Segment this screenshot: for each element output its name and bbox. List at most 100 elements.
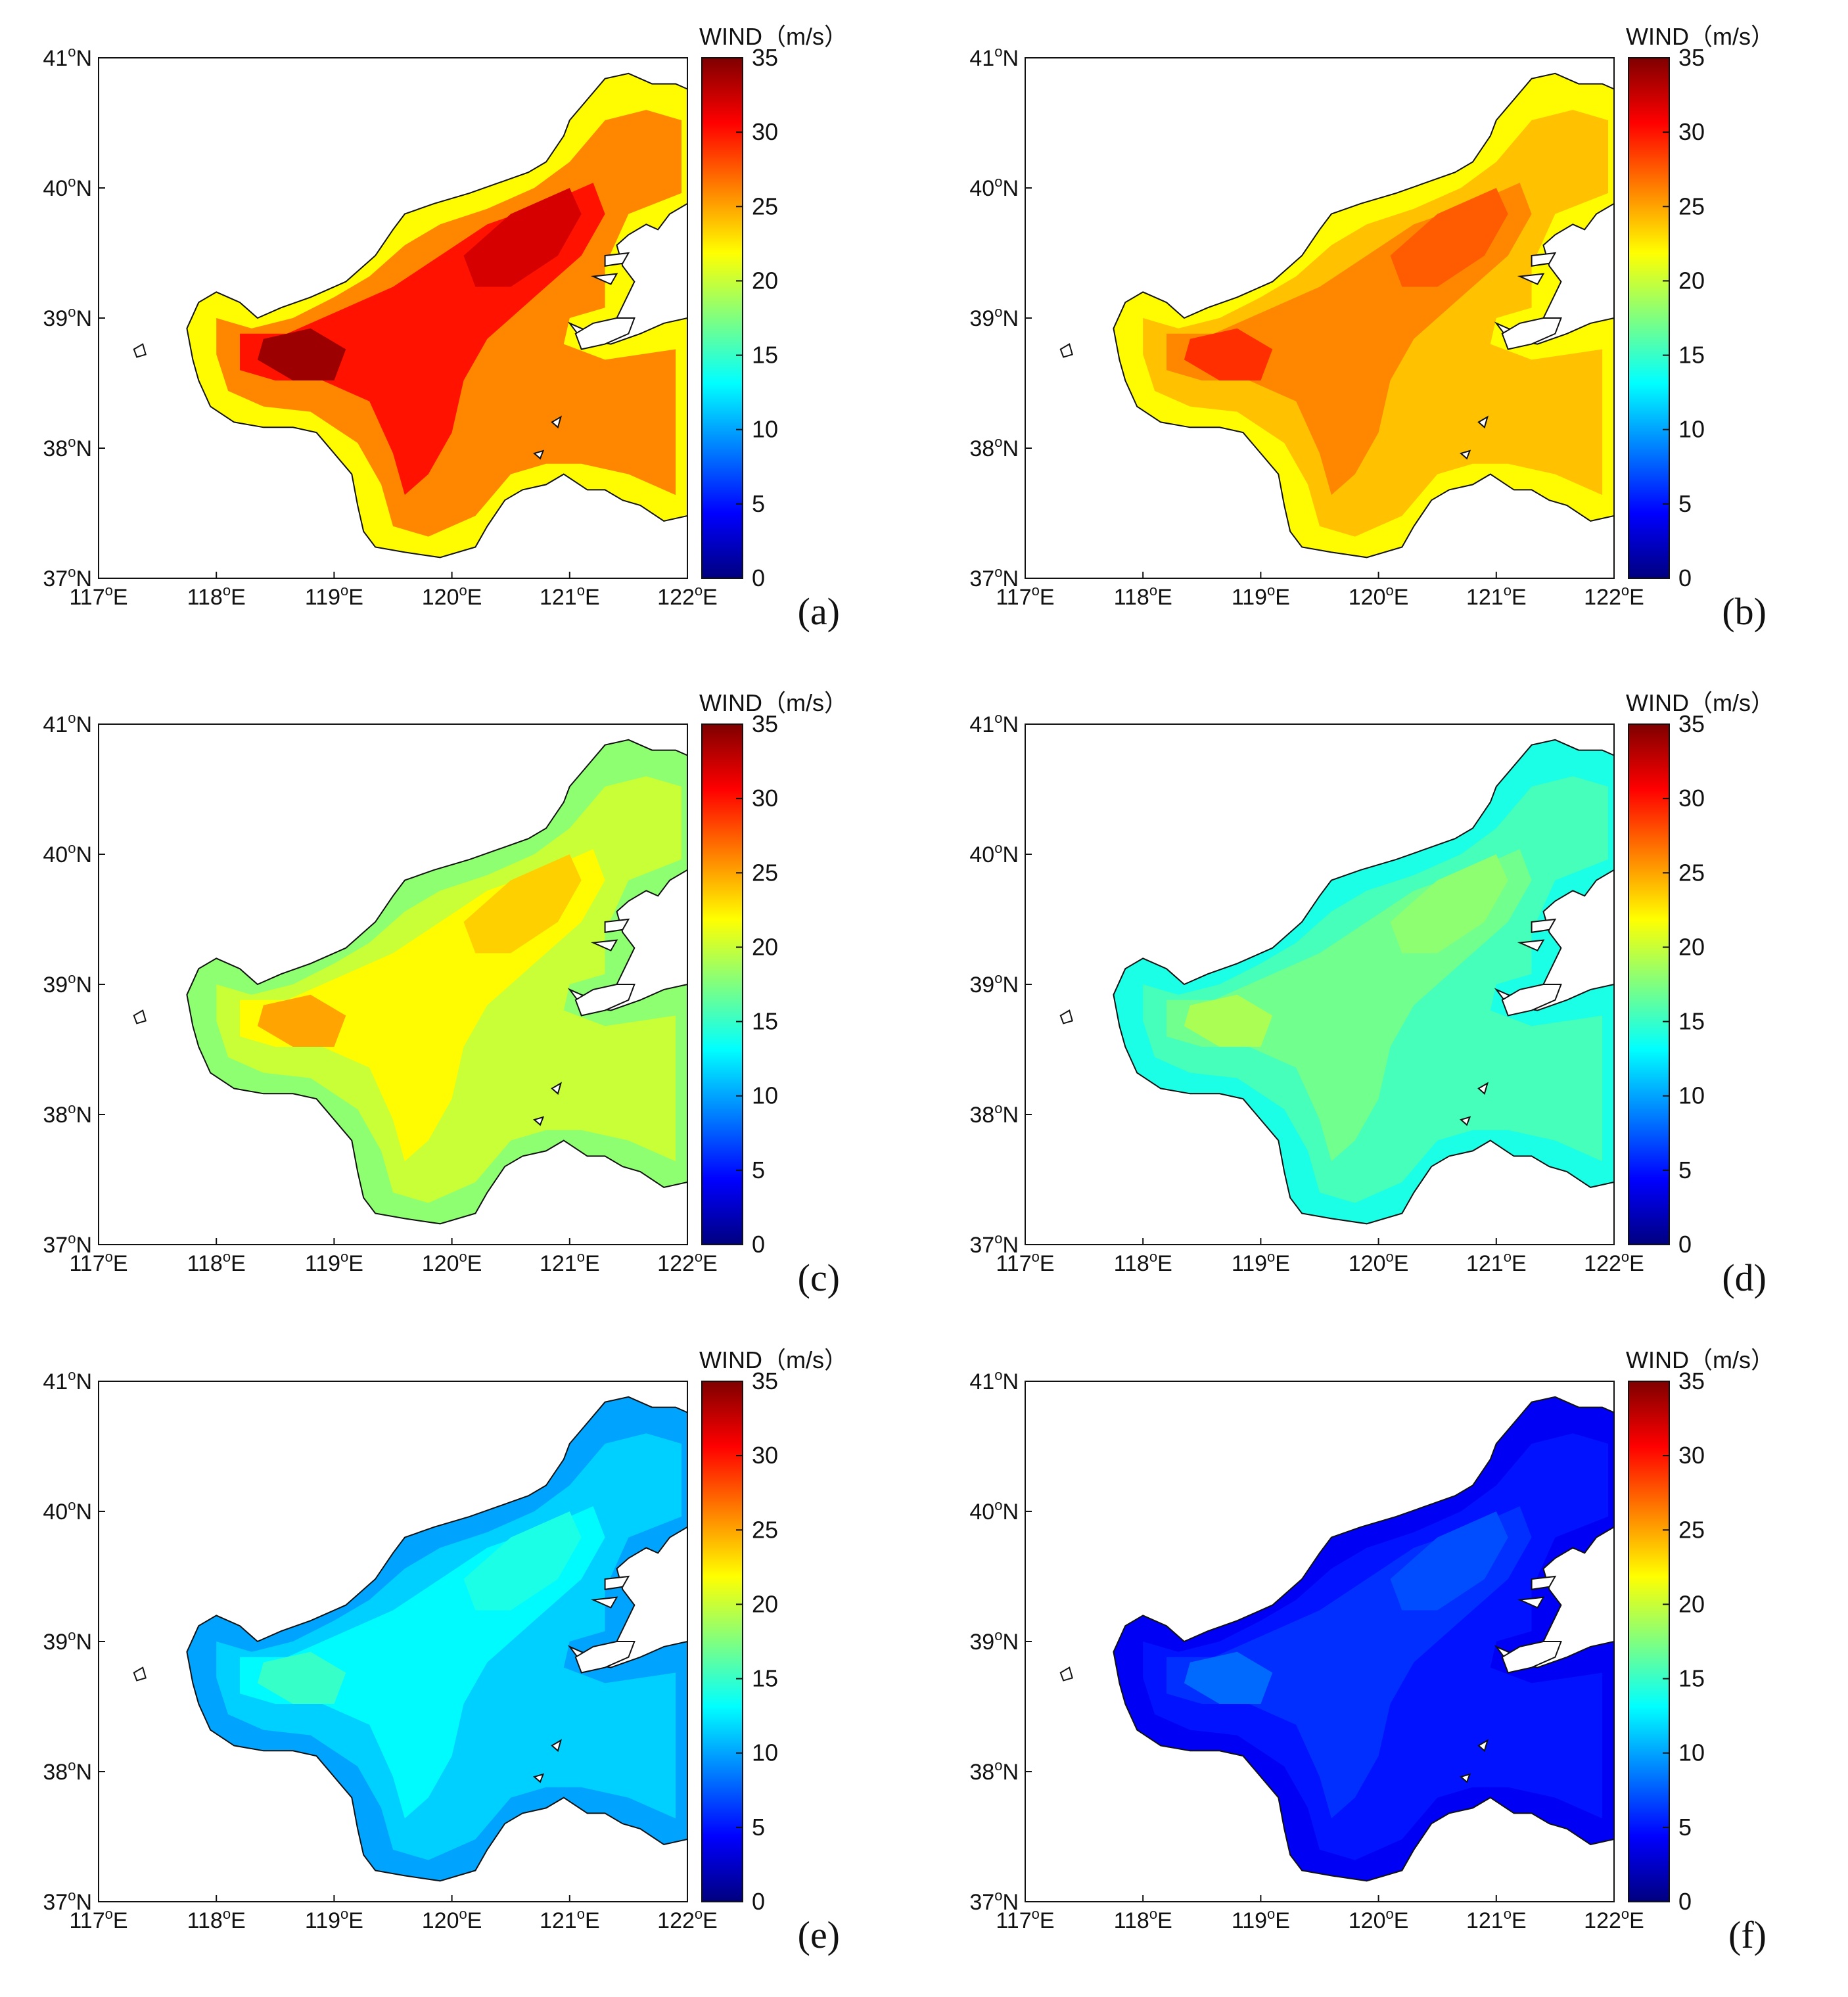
colorbar-tick-label: 5 — [752, 1814, 765, 1841]
lon-tick-label: 120oE — [422, 1906, 482, 1933]
colorbar-tick-label: 20 — [752, 933, 778, 960]
lat-tick-label: 41oN — [43, 43, 92, 71]
colorbar — [1628, 723, 1670, 1245]
lon-tick-label: 122oE — [657, 1906, 718, 1933]
lat-tick-label: 37oN — [43, 1887, 92, 1915]
lon-tick-label: 122oE — [1584, 1249, 1644, 1276]
island — [590, 939, 618, 952]
colorbar-tick-label: 10 — [1678, 1082, 1705, 1109]
peninsula — [574, 1641, 635, 1674]
colorbar-tick-label: 0 — [752, 564, 765, 591]
colorbar-tick-label: 20 — [1678, 267, 1705, 294]
island — [1059, 1009, 1073, 1024]
lat-tick-label: 40oN — [43, 173, 92, 201]
colorbar-tick-label: 30 — [752, 1442, 778, 1469]
panel-label: (c) — [798, 1256, 840, 1299]
island — [1059, 343, 1073, 358]
colorbar-tick-label: 20 — [1678, 933, 1705, 960]
lat-tick-label: 38oN — [43, 434, 92, 461]
map-panel-f: 37oN 38oN 39oN 40oN 41oN 117oE 118oE 119oE 120oE… — [969, 1346, 1774, 1956]
colorbar — [1628, 57, 1670, 579]
colorbar-tick-label: 0 — [1678, 1231, 1692, 1258]
lon-tick-label: 118oE — [187, 1906, 246, 1933]
panel-label: (a) — [798, 590, 840, 633]
panel-label: (f) — [1728, 1914, 1767, 1956]
wind-band-3 — [1390, 1511, 1508, 1611]
island — [1459, 1116, 1471, 1126]
lon-tick-label: 117oE — [69, 1249, 127, 1276]
island — [133, 1009, 147, 1024]
lon-tick-label: 119oE — [1232, 1906, 1290, 1933]
lat-tick-label: 38oN — [969, 1757, 1019, 1785]
island — [1531, 252, 1557, 267]
wind-band-peak — [257, 1651, 346, 1704]
colorbar-title: WIND（m/s） — [699, 689, 848, 716]
colorbar-tick-label: 30 — [1678, 118, 1705, 145]
lon-tick-label: 118oE — [1114, 1249, 1172, 1276]
peninsula — [574, 984, 635, 1017]
wind-band-peak — [257, 994, 346, 1047]
colorbar-tick-label: 0 — [1678, 1888, 1692, 1915]
map-panel-b: 37oN 38oN 39oN 40oN 41oN 117oE 118oE 119oE 120oE… — [969, 23, 1774, 633]
island — [1477, 1082, 1489, 1095]
colorbar-tick-label: 35 — [752, 44, 778, 71]
lat-tick-label: 39oN — [969, 304, 1019, 331]
lon-tick-label: 117oE — [996, 582, 1054, 610]
colorbar-title: WIND（m/s） — [1626, 23, 1774, 50]
lon-tick-label: 120oE — [422, 1249, 482, 1276]
lon-tick-label: 119oE — [305, 1906, 363, 1933]
wind-field — [1113, 739, 1614, 1224]
lon-tick-label: 118oE — [1114, 1906, 1172, 1933]
island — [551, 415, 563, 429]
colorbar-tick-label: 30 — [1678, 1442, 1705, 1469]
lon-tick-label: 118oE — [187, 1249, 246, 1276]
island — [1459, 1773, 1471, 1783]
lon-tick-label: 121oE — [1466, 1249, 1527, 1276]
island — [1517, 939, 1545, 952]
lat-tick-label: 37oN — [969, 1230, 1019, 1258]
colorbar-title: WIND（m/s） — [699, 1346, 848, 1373]
colorbar-tick-label: 15 — [752, 342, 778, 369]
wind-band-3 — [1390, 188, 1508, 287]
colorbar-tick-label: 15 — [1678, 342, 1705, 369]
lon-tick-label: 122oE — [657, 1249, 718, 1276]
colorbar-tick-label: 30 — [1678, 785, 1705, 812]
lat-tick-label: 37oN — [43, 564, 92, 591]
wind-band-peak — [1184, 1651, 1273, 1704]
wind-field — [187, 1396, 687, 1881]
colorbar-tick-label: 5 — [1678, 490, 1692, 517]
colorbar-tick-label: 35 — [752, 1367, 778, 1394]
colorbar — [701, 57, 743, 579]
lon-tick-label: 118oE — [187, 582, 246, 610]
island — [1059, 1666, 1073, 1682]
colorbar-tick-label: 25 — [1678, 1516, 1705, 1543]
wind-band-3 — [463, 188, 582, 287]
lat-tick-label: 40oN — [969, 840, 1019, 867]
colorbar-tick-label: 10 — [1678, 416, 1705, 443]
lat-tick-label: 37oN — [969, 1887, 1019, 1915]
lat-tick-label: 39oN — [43, 304, 92, 331]
colorbar-tick-label: 15 — [752, 1665, 778, 1692]
island — [1517, 1596, 1545, 1609]
colorbar-title: WIND（m/s） — [1626, 1346, 1774, 1373]
lat-tick-label: 37oN — [43, 1230, 92, 1258]
island — [590, 273, 618, 285]
panel-label: (e) — [798, 1914, 840, 1956]
lon-tick-label: 122oE — [657, 582, 718, 610]
lon-tick-label: 117oE — [996, 1906, 1054, 1933]
lon-tick-label: 120oE — [1349, 1249, 1409, 1276]
panel-label: (b) — [1722, 590, 1767, 633]
colorbar-tick-label: 0 — [752, 1888, 765, 1915]
colorbar-tick-label: 25 — [752, 193, 778, 219]
lon-tick-label: 119oE — [305, 582, 363, 610]
lon-tick-label: 121oE — [1466, 582, 1527, 610]
lon-tick-label: 122oE — [1584, 582, 1644, 610]
wind-band-3 — [463, 1511, 582, 1611]
island — [1517, 273, 1545, 285]
lat-tick-label: 41oN — [43, 1367, 92, 1394]
colorbar-tick-label: 0 — [1678, 564, 1692, 591]
colorbar-tick-label: 35 — [752, 710, 778, 737]
colorbar-tick-label: 20 — [1678, 1590, 1705, 1617]
island — [133, 1666, 147, 1682]
